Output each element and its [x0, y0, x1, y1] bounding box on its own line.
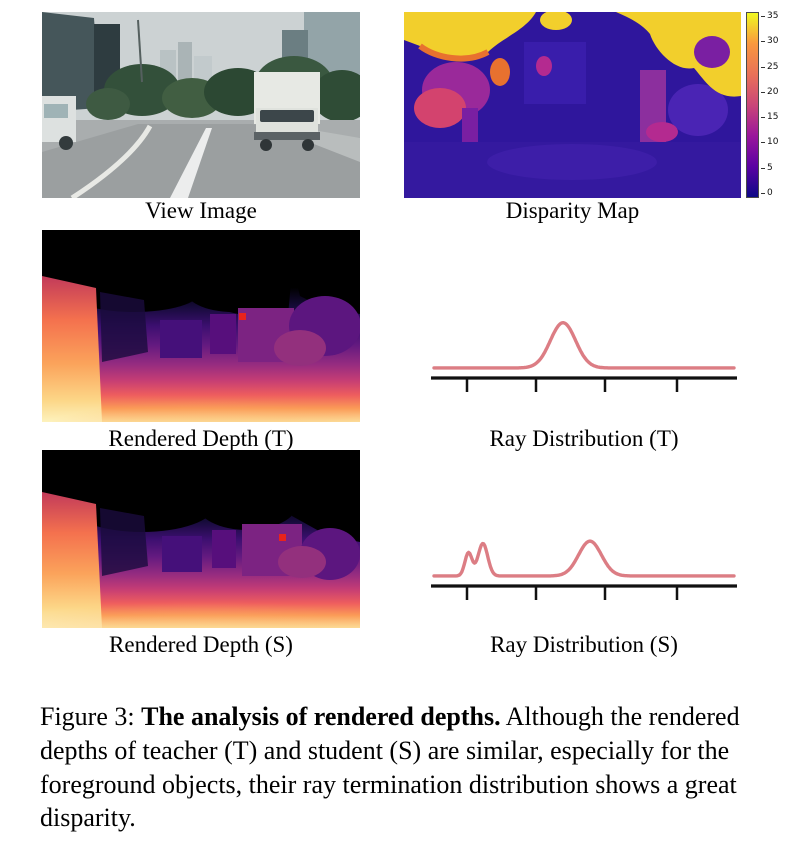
colorbar-ticks: 35 30 25 20 15 10 5 0	[761, 12, 778, 198]
distribution-curve	[432, 539, 736, 578]
rendered-depth-s-label: Rendered Depth (S)	[109, 632, 293, 657]
disparity-colorbar: 35 30 25 20 15 10 5 0	[746, 12, 778, 198]
rendered-depth-s-image	[42, 450, 360, 628]
rendered-depth-t-panel	[42, 230, 360, 422]
disparity-map-panel	[404, 12, 741, 198]
caption-body: Although the rendered depths of teacher …	[40, 702, 740, 833]
disparity-near-regions	[404, 12, 741, 142]
caption-prefix: Figure 3:	[40, 702, 142, 731]
rendered-depth-t-image	[42, 230, 360, 422]
disparity-map-image	[404, 12, 741, 198]
ray-sample-marker-t	[239, 313, 247, 321]
colorbar-tick-label: 25	[761, 62, 778, 72]
view-image-panel	[42, 12, 360, 198]
ray-distribution-t-svg	[431, 321, 737, 392]
truck-image	[254, 72, 320, 151]
colorbar-tick-label: 15	[761, 113, 778, 122]
colorbar-tick-label: 10	[761, 138, 778, 147]
rendered-depth-s-panel	[42, 450, 360, 628]
ray-distribution-s-label: Ray Distribution (S)	[490, 632, 678, 657]
depth-midground-shapes-s	[100, 508, 360, 580]
ray-sample-marker-s	[279, 534, 287, 542]
x-axis-ticks	[465, 378, 679, 392]
caption-bold-title: The analysis of rendered depths.	[141, 702, 501, 731]
figure-caption: Figure 3: The analysis of rendered depth…	[40, 700, 776, 835]
colorbar-gradient	[746, 12, 759, 198]
ray-distribution-t-label: Ray Distribution (T)	[489, 426, 679, 451]
depth-road-glow	[52, 370, 360, 422]
colorbar-tick-label: 35	[761, 12, 778, 21]
ray-distribution-s-chart	[430, 506, 738, 610]
disparity-far-regions	[404, 42, 741, 198]
colorbar-tick-label: 30	[761, 37, 778, 46]
rendered-depth-t-label: Rendered Depth (T)	[108, 426, 294, 451]
street-scene-image	[42, 12, 360, 198]
depth-sky-silhouette	[42, 230, 360, 326]
view-image-label: View Image	[145, 198, 257, 223]
depth-near-wall	[42, 276, 102, 422]
colorbar-tick-label: 20	[761, 87, 778, 97]
x-axis-ticks	[465, 586, 679, 600]
disparity-map-label: Disparity Map	[505, 198, 640, 223]
road	[42, 120, 360, 198]
van-image	[42, 96, 76, 150]
colorbar-tick-label: 5	[761, 163, 778, 173]
ray-distribution-t-chart	[430, 298, 738, 402]
depth-midground-shapes	[100, 292, 360, 366]
colorbar-tick-label: 0	[761, 188, 778, 198]
distribution-curve	[432, 321, 736, 370]
depth-road-glow-s	[42, 580, 360, 628]
ray-distribution-s-svg	[431, 539, 737, 600]
